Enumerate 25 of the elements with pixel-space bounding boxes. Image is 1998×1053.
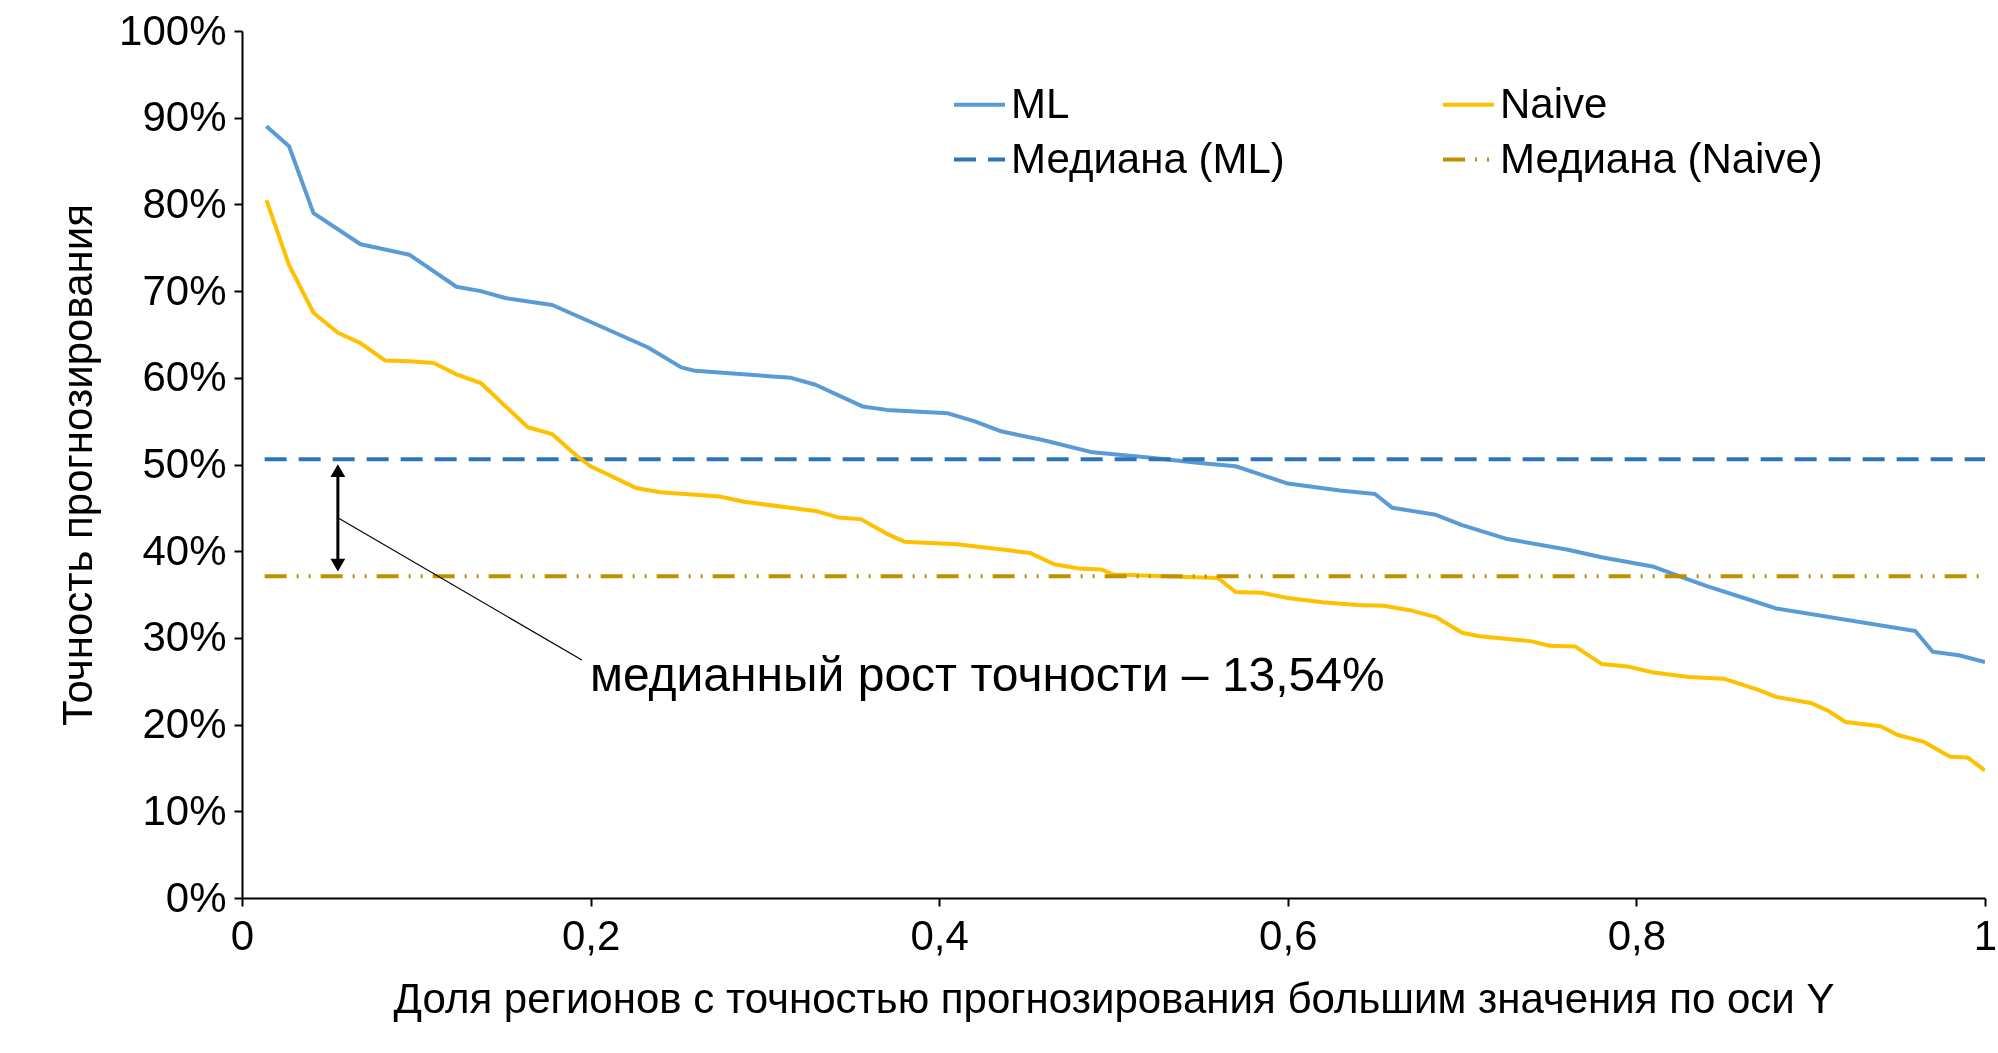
y-tick-label: 80% [142,179,227,227]
y-tick-label: 60% [142,353,227,401]
x-axis-title: Доля регионов с точностью прогнозирования большим значения по оси Y [393,974,1835,1022]
y-axis-title: Точность прогнозирования [54,204,102,726]
legend-label: ML [1011,79,1070,127]
legend-label: Naive [1500,79,1608,127]
y-tick-label: 30% [142,613,227,661]
line-series [264,198,1985,773]
y-tick-label: 90% [142,93,227,141]
x-tick-label: 0 [230,911,255,959]
legend-label: Медиана (Naive) [1500,134,1823,182]
y-tick-label: 10% [142,786,227,834]
x-tick-label: 0,4 [910,911,969,959]
y-tick-label: 100% [119,6,227,54]
y-tick-label: 0% [165,873,227,921]
annotation: медианный рост точности – 13,54% [589,648,1385,702]
y-tick-label: 20% [142,700,227,748]
y-tick-label: 70% [142,266,227,314]
y-tick-label: 50% [142,440,227,487]
y-tick-label: 40% [142,526,227,574]
x-tick-label: 0,8 [1607,911,1667,959]
x-tick-label: 1 [1973,911,1998,959]
legend-label: Медиана (ML) [1011,134,1285,182]
x-tick-label: 0,2 [561,911,621,959]
x-tick-label: 0,6 [1259,911,1318,959]
